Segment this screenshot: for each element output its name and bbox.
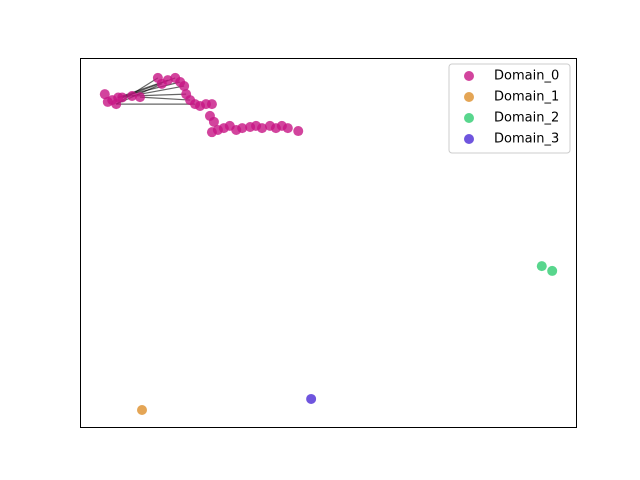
point: [208, 116, 219, 127]
point: [237, 123, 248, 134]
point: [135, 92, 146, 103]
legend-marker: [464, 92, 474, 102]
point: [306, 393, 317, 404]
legend-label: Domain_1: [494, 90, 559, 105]
point: [257, 123, 268, 134]
point: [293, 126, 304, 137]
point: [282, 123, 293, 134]
legend-label: Domain_0: [494, 69, 559, 84]
legend-marker: [464, 113, 474, 123]
point: [547, 265, 558, 276]
legend: Domain_0 Domain_1 Domain_2 Domain_3: [448, 63, 571, 154]
point: [206, 99, 217, 110]
point: [179, 81, 190, 92]
legend-label: Domain_3: [494, 132, 559, 147]
legend-box: [448, 63, 571, 154]
point: [117, 92, 128, 103]
legend-label: Domain_2: [494, 111, 559, 126]
plot-frame: [80, 58, 577, 428]
legend-marker: [464, 71, 474, 81]
points: [99, 72, 558, 416]
point: [127, 91, 138, 102]
legend-marker: [464, 134, 474, 144]
point: [536, 261, 547, 272]
point: [99, 89, 110, 100]
edge: [139, 96, 191, 101]
point: [137, 405, 147, 416]
